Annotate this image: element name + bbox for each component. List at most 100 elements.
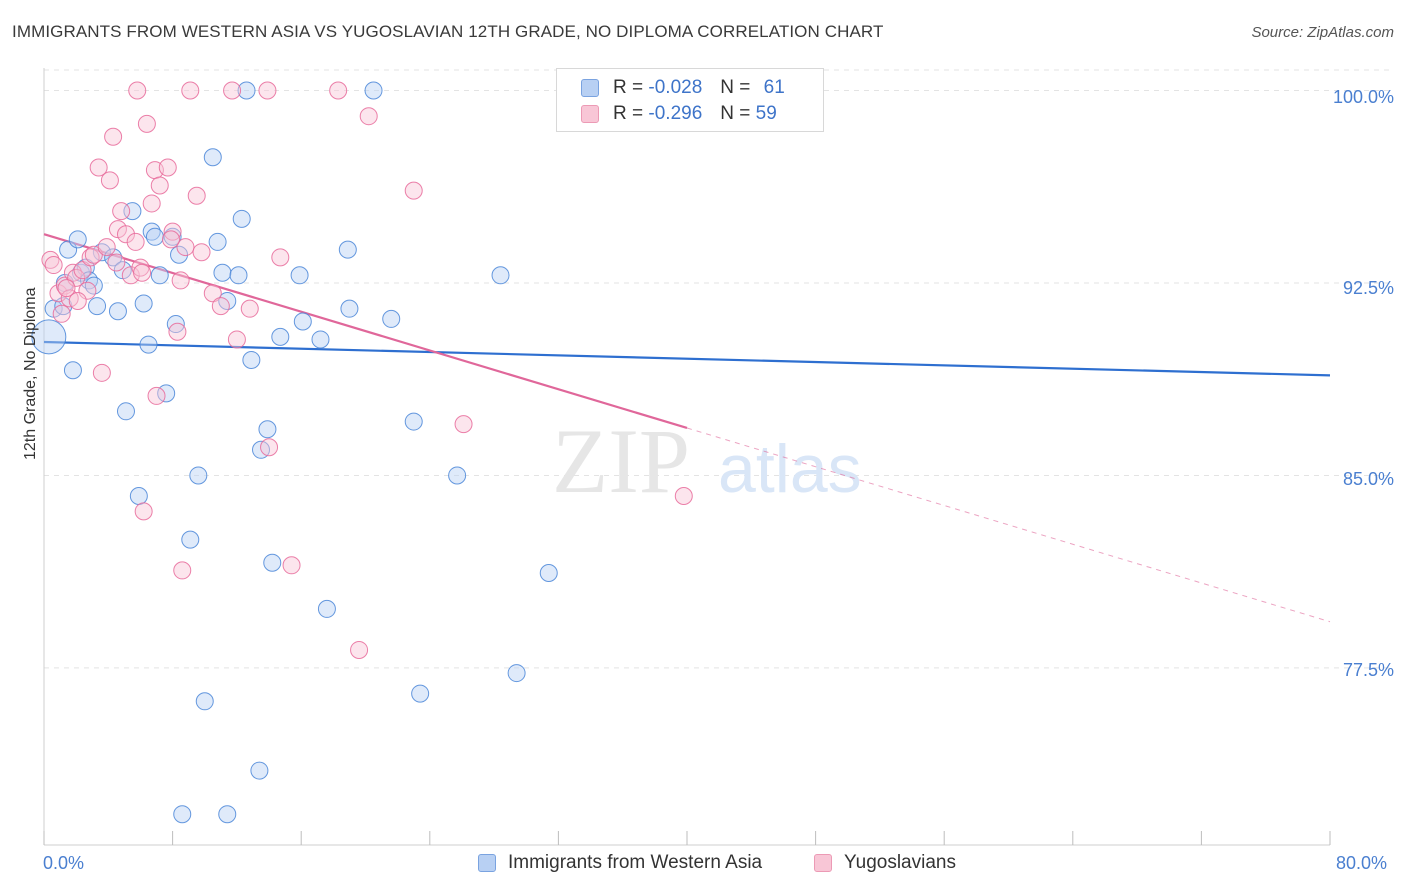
- point-pink: [128, 81, 147, 100]
- point-blue: [213, 263, 232, 282]
- source-label: Source: ZipAtlas.com: [1251, 24, 1394, 41]
- point-pink: [133, 263, 152, 282]
- watermark-atlas: atlas: [718, 431, 862, 507]
- point-pink: [158, 158, 177, 177]
- point-pink: [359, 107, 378, 126]
- point-blue: [271, 327, 290, 346]
- point-blue: [290, 266, 309, 285]
- point-blue: [68, 230, 87, 249]
- legend-n-value-blue: 61: [763, 77, 785, 98]
- point-blue: [104, 248, 123, 267]
- point-blue: [311, 330, 330, 349]
- point-pink: [44, 256, 63, 275]
- trend-line-pink-dashed: [686, 427, 1331, 623]
- y-tick-85: 85.0%: [1342, 469, 1394, 489]
- point-pink: [52, 304, 71, 323]
- point-pink: [81, 248, 100, 267]
- trend-lines: [43, 233, 1331, 623]
- point-blue: [411, 684, 430, 703]
- point-pink: [258, 81, 277, 100]
- point-blue: [108, 302, 127, 321]
- point-blue: [218, 805, 237, 824]
- point-pink: [104, 127, 123, 146]
- watermark-zip: ZIP: [552, 410, 690, 512]
- point-blue: [203, 148, 222, 167]
- point-pink: [181, 81, 200, 100]
- point-blue: [181, 530, 200, 549]
- point-pink: [126, 232, 145, 251]
- point-pink: [260, 438, 279, 457]
- legend-r-label: R =: [613, 77, 644, 98]
- bottom-legend-pink[interactable]: Yugoslavians: [814, 852, 956, 874]
- point-blue: [63, 361, 82, 380]
- point-pink: [176, 238, 195, 257]
- axes: [43, 68, 1331, 846]
- data-points: [31, 81, 738, 824]
- point-blue: [170, 245, 189, 264]
- legend-r-value-blue: -0.028: [648, 77, 703, 98]
- y-axis-label: 12th Grade, No Diploma: [22, 287, 39, 460]
- point-pink: [674, 486, 693, 505]
- point-blue: [258, 420, 277, 439]
- legend-r-label: R =: [613, 103, 644, 124]
- point-pink: [223, 81, 242, 100]
- point-blue: [340, 299, 359, 318]
- point-blue: [293, 312, 312, 331]
- bottom-legend-label-pink: Yugoslavians: [844, 852, 956, 873]
- point-blue: [129, 486, 148, 505]
- point-blue: [195, 692, 214, 711]
- point-pink: [68, 291, 87, 310]
- point-pink: [187, 186, 206, 205]
- point-blue: [448, 466, 467, 485]
- point-pink: [454, 415, 473, 434]
- point-blue: [88, 297, 107, 316]
- point-blue: [229, 266, 248, 285]
- legend-swatch-pink: [581, 105, 599, 123]
- point-blue: [382, 309, 401, 328]
- x-tick-max: 80.0%: [1336, 853, 1388, 873]
- point-blue: [173, 805, 192, 824]
- point-pink: [171, 271, 190, 290]
- point-blue: [404, 412, 423, 431]
- point-blue: [166, 315, 185, 334]
- point-blue: [338, 240, 357, 259]
- legend-swatch-blue: [581, 79, 599, 97]
- point-pink: [57, 279, 76, 298]
- point-blue: [317, 599, 336, 618]
- y-tick-92-5: 92.5%: [1342, 278, 1394, 298]
- y-tick-77-5: 77.5%: [1342, 660, 1394, 680]
- bottom-legend-label-blue: Immigrants from Western Asia: [508, 852, 763, 873]
- point-pink: [73, 261, 92, 280]
- point-blue: [263, 553, 282, 572]
- point-pink: [116, 225, 135, 244]
- point-blue: [139, 335, 158, 354]
- point-pink: [100, 171, 119, 190]
- point-blue: [150, 266, 169, 285]
- point-pink: [134, 502, 153, 521]
- point-pink: [282, 556, 301, 575]
- trend-line-pink: [43, 233, 688, 430]
- point-blue: [507, 664, 526, 683]
- point-blue: [145, 227, 164, 246]
- point-pink: [142, 194, 161, 213]
- point-pink: [41, 250, 60, 269]
- point-blue: [237, 81, 256, 100]
- y-tick-100: 100.0%: [1332, 87, 1394, 107]
- point-pink: [107, 253, 126, 272]
- point-pink: [137, 114, 156, 133]
- point-pink: [112, 202, 131, 221]
- point-blue: [539, 563, 558, 582]
- point-pink: [161, 230, 180, 249]
- legend-r-value-pink: -0.296: [648, 103, 703, 124]
- stats-legend: R = -0.028 N = 61 R = -0.296 N = 59: [556, 68, 824, 132]
- x-tick-min: 0.0%: [43, 853, 85, 873]
- point-pink: [329, 81, 348, 100]
- bottom-legend-blue[interactable]: Immigrants from Western Asia: [478, 852, 762, 874]
- point-pink: [92, 363, 111, 382]
- legend-n-label: N =: [720, 103, 751, 124]
- point-pink: [97, 238, 116, 257]
- point-pink: [163, 222, 182, 241]
- point-blue: [491, 266, 510, 285]
- bottom-legend-swatch-pink: [814, 854, 832, 872]
